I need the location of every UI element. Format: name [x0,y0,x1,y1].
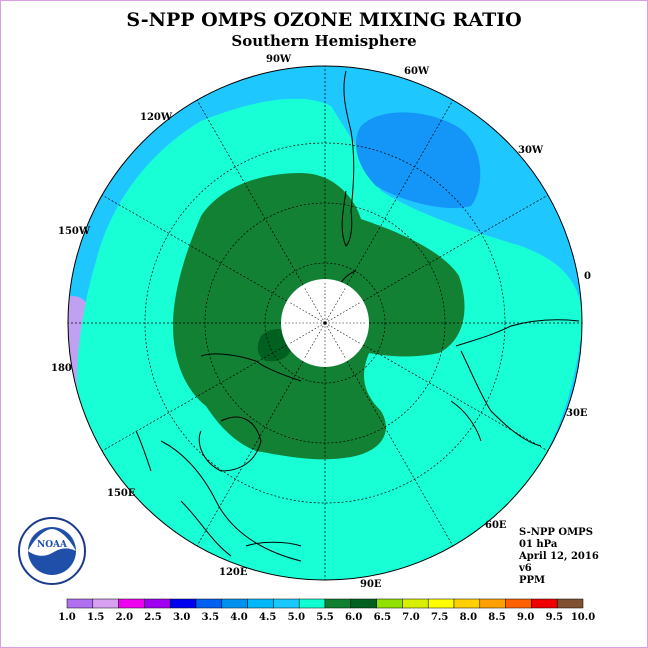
colorbar-tick-label: 7.5 [431,612,448,623]
colorbar-tick-label: 6.0 [345,612,362,623]
colorbar-swatch [479,598,506,609]
colorbar-swatch [169,598,197,609]
polar-hole-meridians [283,281,367,365]
colorbar-swatch [376,598,403,609]
colorbar-swatch [324,598,352,609]
blue-ozone-region [356,112,481,209]
colorbar-swatch [453,598,481,609]
colorbar-tick-label: 8.0 [460,612,477,623]
colorbar-swatch [298,598,326,609]
colorbar-swatch [118,598,145,609]
info-version: v6 [519,563,532,574]
lon-label-30w: 30W [518,145,544,156]
colorbar-swatch [350,598,377,609]
colorbar-tick-label: 3.0 [173,612,190,623]
colorbar-swatch [531,598,558,609]
colorbar-swatch [247,598,274,609]
colorbar-swatch [505,598,532,609]
colorbar-swatch [402,598,429,609]
lon-label-30e: 30E [566,408,588,419]
colorbar-tick-label: 3.5 [202,612,219,623]
colorbar: 1.0 1.5 2.0 2.5 3.0 3.5 4.0 4.5 5.0 5.5 6.0 6.5 7.0 7… [58,598,595,623]
noaa-logo-text: NOAA [37,540,68,550]
lon-label-180: 180 [51,363,72,374]
map-border [67,65,583,581]
colorbar-tick-label: 1.5 [87,612,104,623]
colorbar-tick-label: 5.5 [316,612,333,623]
colorbar-tick-label: 9.0 [517,612,534,623]
colorbar-tick-label: 4.5 [259,612,276,623]
colorbar-tick-label: 5.0 [288,612,305,623]
colorbar-swatch [556,598,584,609]
noaa-logo: NOAA [18,517,86,585]
colorbar-tick-label: 6.5 [374,612,391,623]
info-level: 01 hPa [519,539,558,550]
colorbar-tick-label: 4.0 [230,612,247,623]
lon-label-90e: 90E [360,579,382,590]
lon-label-120e: 120E [219,567,248,578]
meridians [68,66,582,580]
map-title: S-NPP OMPS OZONE MIXING RATIO [126,9,522,31]
colorbar-tick-label: 2.5 [144,612,161,623]
colorbar-tick-label: 10.0 [571,612,595,623]
colorbar-tick-label: 9.5 [546,612,563,623]
lon-label-150e: 150E [107,488,136,499]
colorbar-swatch [273,598,300,609]
colorbar-tick-label: 1.0 [58,612,75,623]
map-subtitle: Southern Hemisphere [231,32,417,50]
info-date: April 12, 2016 [519,551,599,562]
colorbar-swatch [221,598,248,609]
colorbar-swatch [427,598,455,609]
lon-label-90w: 90W [266,54,292,65]
colorbar-tick-label: 7.0 [402,612,419,623]
lon-label-60w: 60W [404,66,430,77]
colorbar-tick-label: 8.5 [488,612,505,623]
info-units: PPM [519,575,546,586]
lon-label-0: 0 [584,271,591,282]
lon-label-60e: 60E [485,520,507,531]
colorbar-swatch [144,598,171,609]
lon-label-150w: 150W [58,226,91,237]
colorbar-tick-label: 2.0 [116,612,133,623]
colorbar-swatch [195,598,223,609]
colorbar-swatch [92,598,119,609]
info-instrument: S-NPP OMPS [519,527,593,538]
colorbar-swatch [66,598,94,609]
south-pole-dot [323,321,327,325]
lon-label-120w: 120W [140,112,173,123]
